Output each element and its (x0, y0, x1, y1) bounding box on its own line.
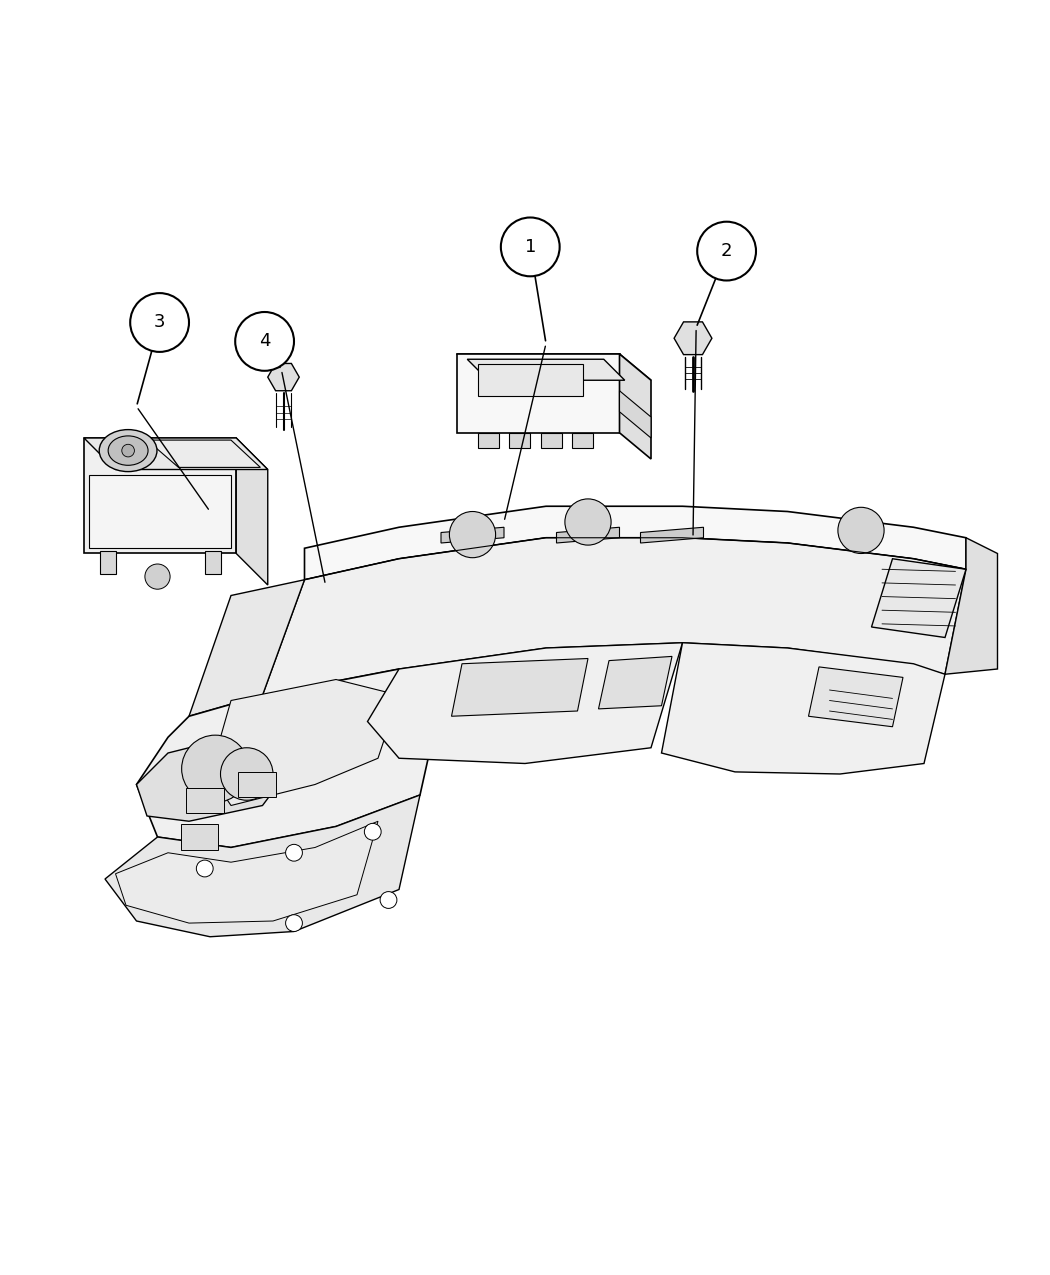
Polygon shape (452, 658, 588, 717)
Circle shape (122, 444, 134, 456)
Circle shape (196, 861, 213, 877)
Text: 4: 4 (259, 333, 270, 351)
Text: 1: 1 (525, 238, 536, 256)
Polygon shape (478, 365, 583, 397)
Polygon shape (541, 432, 562, 449)
Circle shape (286, 844, 302, 861)
Circle shape (380, 891, 397, 908)
Polygon shape (457, 354, 620, 432)
Text: 2: 2 (721, 242, 732, 260)
Bar (238, 771, 276, 797)
Polygon shape (441, 528, 504, 543)
Polygon shape (189, 580, 304, 717)
Polygon shape (100, 551, 116, 575)
Polygon shape (808, 667, 903, 727)
Polygon shape (478, 432, 499, 449)
Circle shape (286, 914, 302, 932)
Circle shape (838, 507, 884, 553)
Polygon shape (572, 432, 593, 449)
Polygon shape (674, 321, 712, 354)
Bar (186, 788, 224, 813)
Polygon shape (640, 528, 704, 543)
Polygon shape (368, 643, 682, 764)
Circle shape (235, 312, 294, 371)
Polygon shape (136, 732, 294, 821)
Polygon shape (210, 680, 399, 806)
Circle shape (130, 293, 189, 352)
Polygon shape (84, 439, 268, 469)
Polygon shape (262, 538, 966, 695)
Polygon shape (620, 390, 651, 439)
Polygon shape (872, 558, 966, 638)
Polygon shape (509, 432, 530, 449)
Circle shape (501, 218, 560, 277)
Circle shape (145, 564, 170, 589)
Circle shape (449, 511, 496, 557)
Polygon shape (556, 528, 619, 543)
Polygon shape (136, 669, 441, 848)
Polygon shape (205, 551, 220, 575)
Circle shape (182, 736, 249, 802)
Ellipse shape (108, 436, 148, 465)
Polygon shape (268, 363, 299, 390)
Polygon shape (304, 506, 966, 580)
Polygon shape (662, 643, 945, 774)
Circle shape (697, 222, 756, 280)
Circle shape (364, 824, 381, 840)
Polygon shape (620, 354, 651, 459)
Polygon shape (945, 538, 997, 674)
Polygon shape (467, 360, 625, 380)
Polygon shape (236, 439, 268, 585)
Polygon shape (147, 440, 260, 468)
Polygon shape (89, 474, 231, 548)
Polygon shape (598, 657, 672, 709)
Polygon shape (84, 439, 236, 553)
Circle shape (220, 747, 273, 801)
Circle shape (565, 499, 611, 546)
Polygon shape (457, 354, 651, 380)
Bar (181, 825, 218, 849)
Polygon shape (116, 821, 378, 923)
Polygon shape (105, 796, 420, 937)
Ellipse shape (99, 430, 158, 472)
Text: 3: 3 (154, 314, 165, 332)
